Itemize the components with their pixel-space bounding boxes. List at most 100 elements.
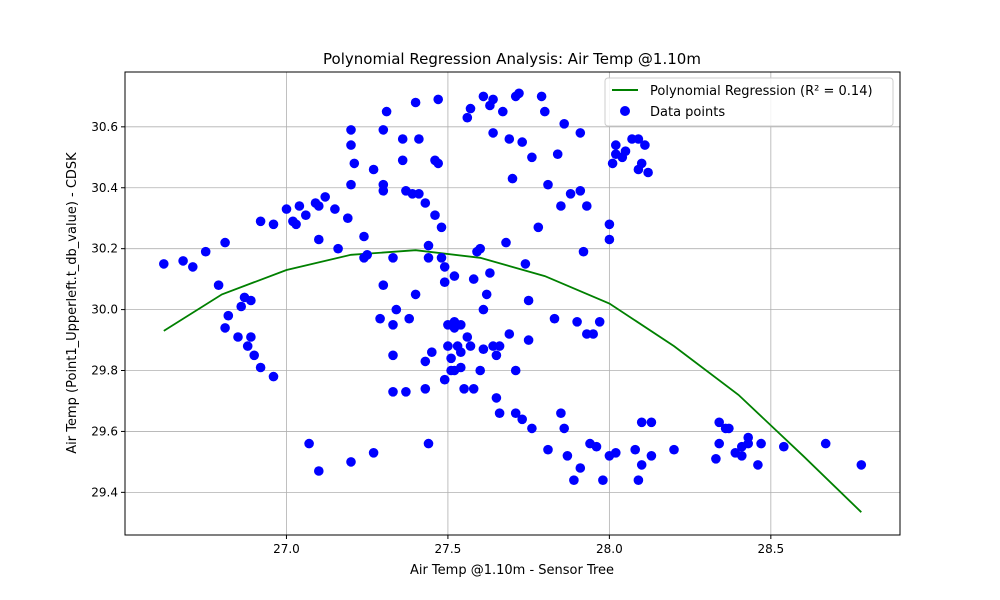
- data-point: [501, 237, 511, 248]
- data-point: [414, 189, 424, 199]
- data-point: [485, 268, 495, 278]
- data-point: [436, 222, 447, 233]
- legend-regression-label: Polynomial Regression (R² = 0.14): [650, 84, 873, 99]
- data-point: [456, 320, 466, 330]
- x-tick-label: 27.0: [273, 542, 300, 556]
- data-point: [559, 423, 569, 434]
- data-point: [523, 295, 534, 306]
- data-point: [378, 179, 389, 190]
- data-point: [520, 259, 531, 269]
- data-point: [465, 103, 476, 114]
- data-point: [388, 387, 398, 397]
- data-point: [543, 444, 553, 455]
- data-point: [533, 222, 544, 233]
- data-point: [478, 344, 489, 355]
- y-tick-label: 29.6: [91, 424, 118, 438]
- data-point: [540, 106, 550, 117]
- data-point: [359, 231, 369, 242]
- data-point: [737, 451, 747, 461]
- data-point: [281, 204, 292, 214]
- legend: Polynomial Regression (R² = 0.14) Data p…: [604, 77, 894, 127]
- data-point: [362, 250, 373, 260]
- data-point: [301, 210, 311, 220]
- data-point: [433, 158, 444, 169]
- data-point: [714, 438, 724, 449]
- chart-title: Polynomial Regression Analysis: Air Temp…: [323, 50, 701, 68]
- regression-line-group: [163, 249, 862, 513]
- data-point: [401, 387, 411, 397]
- data-point: [611, 448, 621, 458]
- data-point: [475, 365, 486, 376]
- data-point: [620, 146, 631, 156]
- data-point: [607, 158, 618, 169]
- data-point: [820, 438, 831, 449]
- data-point: [488, 94, 498, 105]
- data-point: [404, 313, 415, 324]
- data-point: [556, 408, 566, 419]
- data-point: [498, 106, 508, 117]
- data-point: [517, 414, 527, 425]
- data-point: [446, 365, 456, 376]
- data-point: [582, 201, 592, 211]
- data-point: [246, 332, 256, 342]
- data-point: [640, 140, 650, 150]
- data-point: [213, 280, 224, 291]
- legend-point-swatch: [620, 106, 630, 116]
- data-point: [753, 460, 763, 470]
- data-point: [456, 362, 466, 373]
- data-point: [494, 341, 505, 351]
- data-point: [475, 243, 486, 254]
- data-point: [669, 444, 679, 455]
- data-point: [462, 112, 473, 123]
- data-point: [423, 438, 434, 449]
- x-axis-label: Air Temp @1.10m - Sensor Tree: [410, 563, 614, 578]
- data-point: [423, 240, 434, 251]
- data-points: [159, 88, 867, 486]
- data-point: [556, 201, 566, 211]
- x-tick-label: 28.5: [757, 542, 784, 556]
- data-point: [488, 128, 498, 138]
- data-point: [636, 460, 647, 470]
- data-point: [549, 313, 560, 324]
- data-point: [491, 350, 502, 361]
- x-axis-ticks: 27.0 27.5 28.0 28.5: [273, 535, 784, 556]
- data-point: [430, 210, 440, 220]
- data-point: [414, 134, 424, 144]
- data-point: [178, 256, 188, 266]
- data-point: [346, 125, 356, 135]
- data-point: [436, 252, 447, 263]
- y-tick-label: 30.6: [91, 120, 118, 134]
- data-point: [481, 289, 492, 300]
- data-point: [552, 149, 563, 159]
- y-axis-ticks: 29.4 29.6 29.8 30.0 30.2 30.4 30.6: [91, 120, 125, 499]
- y-tick-label: 30.0: [91, 303, 118, 317]
- data-point: [388, 320, 398, 330]
- data-point: [343, 213, 353, 223]
- data-point: [714, 417, 724, 428]
- data-point: [588, 329, 598, 339]
- data-point: [633, 134, 644, 144]
- data-point: [314, 234, 324, 245]
- data-point: [504, 134, 515, 144]
- data-point: [636, 158, 647, 169]
- data-point: [494, 408, 505, 419]
- data-point: [188, 262, 198, 272]
- data-point: [220, 323, 230, 333]
- data-point: [527, 423, 537, 434]
- data-point: [569, 475, 579, 486]
- data-point: [523, 335, 534, 345]
- data-point: [381, 106, 392, 117]
- data-point: [346, 457, 356, 467]
- data-point: [378, 125, 389, 135]
- y-tick-label: 29.8: [91, 364, 118, 378]
- data-point: [630, 444, 640, 455]
- data-point: [517, 137, 527, 147]
- data-point: [333, 243, 343, 254]
- plot-frame: [124, 71, 901, 536]
- data-point: [604, 234, 615, 245]
- data-point: [449, 271, 460, 281]
- data-point: [391, 304, 402, 315]
- data-point: [200, 246, 211, 257]
- data-point: [233, 332, 243, 342]
